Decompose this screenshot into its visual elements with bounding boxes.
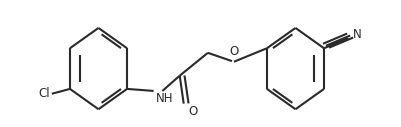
Text: O: O <box>188 105 197 118</box>
Text: O: O <box>229 45 238 58</box>
Text: Cl: Cl <box>38 87 50 100</box>
Text: NH: NH <box>155 92 173 105</box>
Text: N: N <box>352 28 361 41</box>
